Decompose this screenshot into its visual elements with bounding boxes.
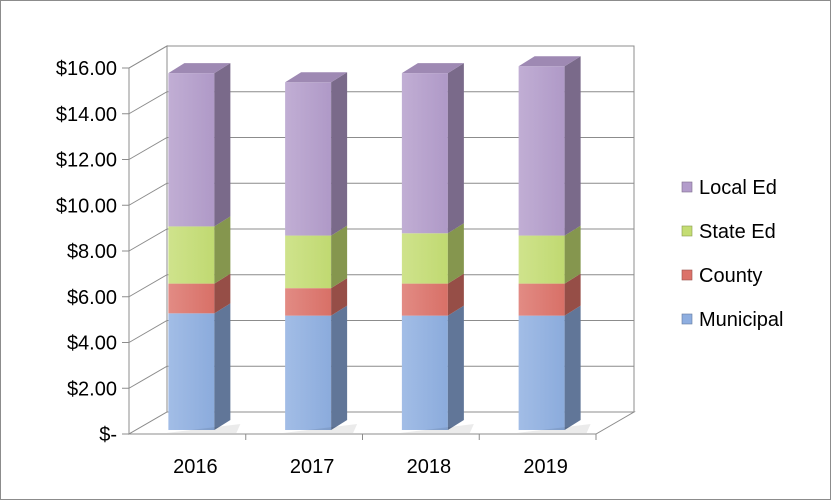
bar-stack — [516, 56, 591, 433]
bar-segment-side — [331, 305, 348, 430]
bar-stack — [166, 63, 241, 433]
bar-top — [518, 56, 581, 67]
bar-segment-municipal — [285, 315, 332, 430]
bar-segment-local-ed — [518, 66, 565, 236]
gridlines — [128, 45, 634, 389]
legend: Local Ed State Ed County Municipal — [681, 177, 783, 331]
bar-segment-county — [285, 288, 332, 316]
x-tick-label: 2016 — [173, 456, 218, 478]
legend-swatch — [681, 181, 693, 193]
bar-segment-municipal — [518, 315, 565, 430]
y-axis: $- $2.00 $4.00 $6.00 $8.00 $10.00 $12.00 $14.00… — [56, 58, 130, 446]
legend-swatch — [681, 269, 693, 281]
gridline — [128, 45, 634, 69]
bar-segment-local-ed — [401, 73, 448, 234]
bar-segment-side — [214, 273, 231, 314]
legend-item: Local Ed — [681, 177, 777, 199]
bar-segment-side — [564, 56, 581, 236]
gridline — [128, 137, 634, 160]
bars — [166, 56, 591, 433]
y-tick-label: $- — [99, 424, 117, 446]
legend-label: Municipal — [699, 309, 783, 331]
bar-segment-side — [214, 303, 231, 430]
x-tick-label: 2017 — [290, 456, 335, 478]
legend-item: Municipal — [681, 309, 783, 331]
bar-segment-state-ed — [168, 226, 215, 284]
y-tick-label: $4.00 — [67, 333, 117, 355]
bar-top — [285, 72, 348, 83]
gridline — [128, 182, 634, 206]
gridline — [128, 228, 634, 252]
y-tick-label: $8.00 — [67, 241, 117, 263]
y-tick-label: $10.00 — [56, 195, 117, 217]
bar-segment-side — [447, 223, 464, 284]
x-tick-label: 2019 — [523, 456, 568, 478]
y-tick-label: $12.00 — [56, 150, 117, 172]
bar-segment-county — [168, 283, 215, 314]
legend-swatch — [681, 225, 693, 237]
legend-label: State Ed — [699, 221, 776, 243]
bar-top — [401, 63, 464, 74]
gridline — [128, 274, 634, 298]
bar-segment-state-ed — [518, 235, 565, 284]
gridline — [128, 320, 634, 343]
gridline — [128, 365, 634, 389]
bar-segment-side — [564, 305, 581, 430]
y-tick-label: $16.00 — [56, 58, 117, 80]
legend-label: Local Ed — [699, 177, 777, 199]
y-tick-label: $14.00 — [56, 104, 117, 126]
bar-segment-side — [214, 63, 231, 227]
bar-segment-municipal — [168, 313, 215, 430]
bar-segment-local-ed — [168, 73, 215, 227]
bar-segment-side — [331, 278, 348, 316]
bar-stack — [283, 72, 358, 433]
bar-segment-side — [214, 216, 231, 284]
gridline — [128, 91, 634, 115]
bar-segment-side — [447, 63, 464, 234]
legend-label: County — [699, 265, 762, 287]
bar-shadow — [399, 424, 474, 433]
bar-segment-side — [447, 273, 464, 316]
bar-top — [168, 63, 231, 74]
bar-shadow — [516, 424, 591, 433]
bar-shadow — [166, 424, 241, 433]
x-tick-label: 2018 — [407, 456, 452, 478]
bar-stack — [399, 63, 474, 433]
y-tick-label: $6.00 — [67, 287, 117, 309]
bar-segment-county — [518, 283, 565, 316]
bar-segment-side — [331, 72, 348, 236]
bar-segment-state-ed — [401, 233, 448, 284]
legend-swatch — [681, 313, 693, 325]
bar-segment-local-ed — [285, 82, 332, 236]
y-tick-label: $2.00 — [67, 378, 117, 400]
bar-segment-county — [401, 283, 448, 316]
bar-segment-side — [564, 225, 581, 284]
legend-item: County — [681, 265, 762, 287]
bar-segment-side — [564, 273, 581, 316]
bar-segment-state-ed — [285, 235, 332, 289]
bar-segment-side — [447, 305, 464, 430]
bar-shadow — [283, 424, 358, 433]
x-axis: 2016 2017 2018 2019 — [129, 433, 597, 478]
legend-item: State Ed — [681, 221, 776, 243]
bar-segment-side — [331, 225, 348, 289]
bar-segment-municipal — [401, 315, 448, 430]
